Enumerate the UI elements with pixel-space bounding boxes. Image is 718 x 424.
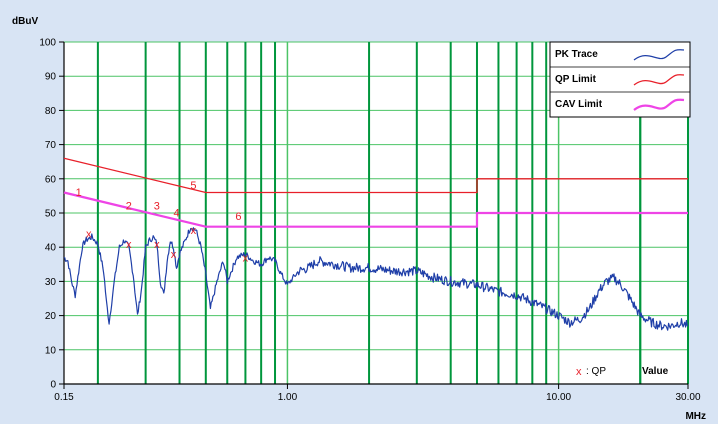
y-tick-label: 40	[45, 243, 57, 254]
series-cav-limit	[63, 191, 688, 228]
qp-annotation: x : QP Value	[576, 366, 669, 378]
qp-point-marker: x	[243, 252, 249, 264]
y-tick-label: 70	[45, 140, 57, 151]
legend-swatch-qp-limit	[633, 74, 685, 86]
y-tick-label: 100	[39, 38, 56, 49]
traces	[63, 157, 689, 331]
axes: 0 10 20 30 40 50 60 70 80 90 100 0.15 1.00 10.00 30.00	[39, 38, 701, 404]
qp-annotation-value-label: Value	[642, 366, 669, 377]
legend: PK Trace QP Limit CAV Limit	[549, 41, 691, 118]
marker-label: 3	[154, 201, 160, 213]
y-tick-label: 30	[45, 277, 57, 288]
qp-point-marker: x	[154, 239, 160, 251]
series-pk-trace	[63, 227, 689, 331]
marker-label: 2	[126, 201, 132, 213]
qp-point-marker: x	[126, 239, 132, 251]
y-tick-label: 20	[45, 311, 57, 322]
x-axis-unit-label: MHz	[685, 411, 706, 422]
legend-swatch-cav-limit	[633, 98, 685, 111]
legend-label: CAV Limit	[555, 99, 603, 110]
qp-point-marker: x	[171, 249, 177, 261]
qp-point-marker: x	[191, 225, 197, 237]
legend-label: PK Trace	[555, 49, 598, 60]
y-tick-label: 80	[45, 106, 57, 117]
y-tick-label: 0	[50, 380, 56, 391]
marker-label: 4	[173, 207, 179, 219]
legend-label: QP Limit	[555, 74, 597, 85]
x-tick-label: 30.00	[675, 392, 700, 403]
x-tick-label: 10.00	[546, 392, 571, 403]
marker-label: 6	[235, 211, 241, 223]
marker-label: 5	[190, 180, 196, 192]
qp-annotation-text: : QP	[586, 366, 606, 377]
series-qp-limit	[63, 157, 688, 194]
legend-box	[549, 41, 691, 118]
x-tick-label: 0.15	[54, 392, 74, 403]
legend-swatch-pk-trace	[633, 49, 685, 61]
x-tick-label: 1.00	[278, 392, 298, 403]
y-axis-unit-label: dBuV	[12, 16, 38, 27]
marker-label: 1	[76, 187, 82, 199]
y-tick-label: 10	[45, 345, 57, 356]
y-tick-label: 90	[45, 72, 57, 83]
qp-annotation-symbol: x	[576, 366, 582, 378]
y-tick-label: 50	[45, 209, 57, 220]
qp-point-marker: x	[86, 229, 92, 241]
y-tick-label: 60	[45, 174, 57, 185]
